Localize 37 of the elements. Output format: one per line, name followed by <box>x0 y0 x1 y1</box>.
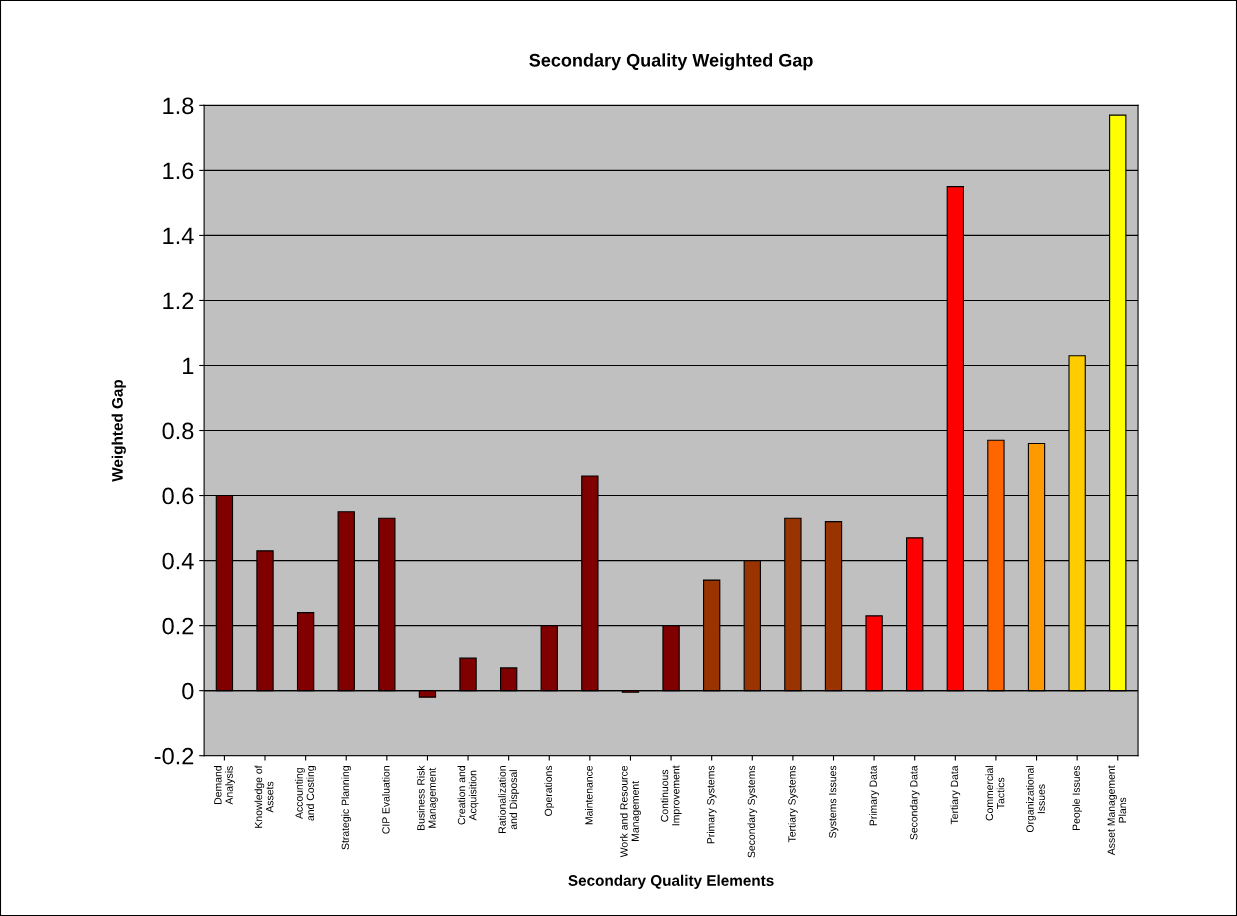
y-tick-label: 1.8 <box>163 97 194 115</box>
x-tick-label: Strategic Planning <box>341 766 352 850</box>
y-tick-label: 0.6 <box>162 487 194 505</box>
x-tick-label: Secondary Data <box>909 765 920 840</box>
x-tick-label: Creation and Acquisition <box>457 766 479 825</box>
y-tick-label: 0.4 <box>162 552 194 570</box>
x-axis-title: Secondary Quality Elements <box>568 874 774 889</box>
y-axis-title: Weighted Gap <box>111 379 126 482</box>
x-tick-label: Commercial Tactics <box>985 766 1005 821</box>
x-tick-label: Continuous Improvement <box>660 765 682 826</box>
chart-title: Secondary Quality Weighted Gap <box>529 53 813 71</box>
x-tick-label: Business Risk Management <box>416 765 438 830</box>
x-tick-label: Asset Management Plans <box>1107 765 1127 856</box>
y-tick-label: 1.2 <box>163 292 194 309</box>
x-tick-label: Knowledge of Assets <box>254 765 274 828</box>
x-tick-label: Maintenance <box>585 765 593 825</box>
x-tick-label: Work and Resource Management <box>620 765 641 858</box>
y-tick-label: 0 <box>182 682 194 700</box>
x-tick-label: Systems Issues <box>828 765 839 838</box>
x-tick-label: Organizational Issues <box>1026 766 1045 833</box>
y-tick-label: 0.8 <box>162 422 194 440</box>
x-tick-label: Secondary Systems <box>747 765 758 858</box>
x-tick-label: CIP Evaluation <box>381 766 390 834</box>
x-tick-label: Rationalization and Disposal <box>498 766 520 833</box>
y-tick-label: 1.6 <box>163 162 194 180</box>
y-tick-label: 1.4 <box>163 227 194 244</box>
x-tick-label: Accounting and Costing <box>295 766 317 821</box>
x-tick-label: Tertiary Systems <box>788 765 798 843</box>
x-tick-label: Primary Systems <box>706 765 717 844</box>
x-tick-label: Operations <box>544 765 555 816</box>
y-tick-label: 0.2 <box>162 617 194 635</box>
y-tick-label: 1 <box>183 357 194 375</box>
x-tick-label: Tertiary Data <box>950 765 961 825</box>
y-tick-label: -0.2 <box>154 747 194 765</box>
x-tick-label: Primary Data <box>869 765 879 826</box>
x-tick-label: Demand Analysis <box>213 766 235 805</box>
x-tick-label: People Issues <box>1072 765 1082 830</box>
